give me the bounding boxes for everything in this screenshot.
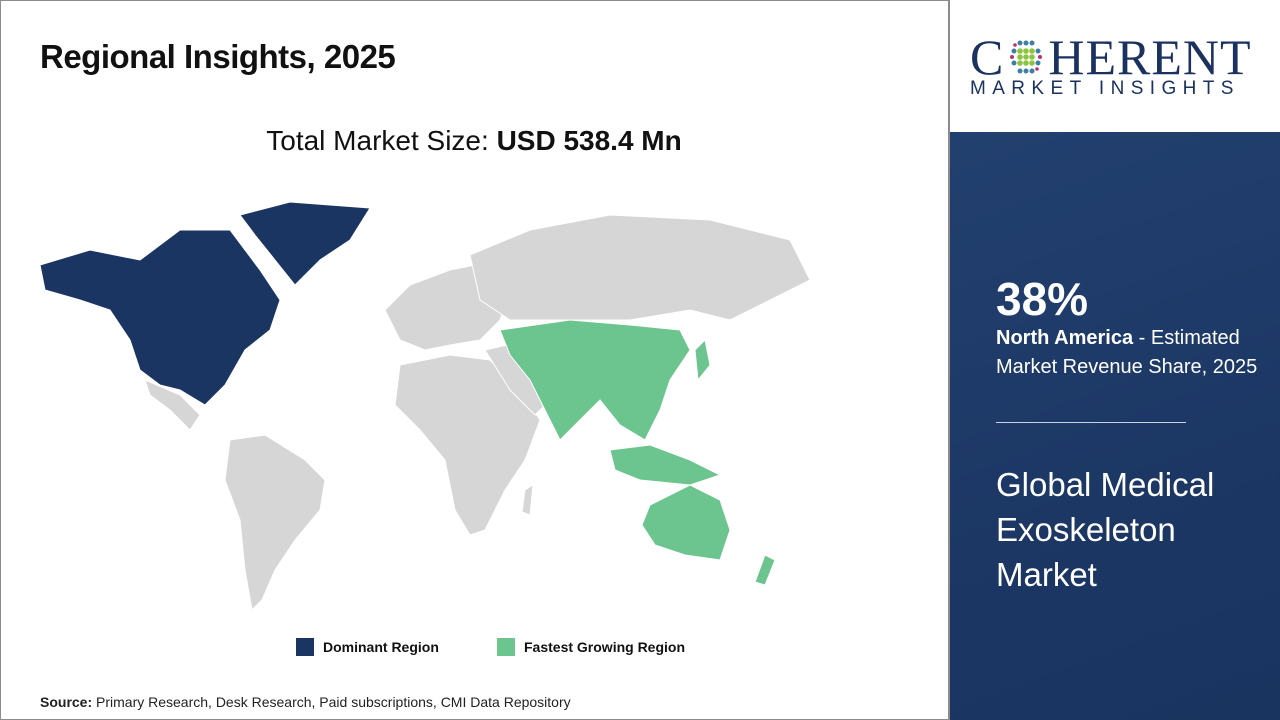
russia: [469, 214, 811, 321]
globe-dots-icon: [1010, 40, 1043, 74]
panel-divider: [996, 422, 1186, 423]
legend-swatch-fastest: [497, 638, 515, 656]
insight-panel: 38% North America - Estimated Market Rev…: [950, 132, 1280, 720]
logo-letters-herent: HERENT: [1048, 29, 1252, 85]
logo-letter-c: C: [970, 29, 1005, 85]
legend-dominant: Dominant Region: [296, 638, 439, 656]
legend-label-fastest: Fastest Growing Region: [524, 639, 686, 655]
source-label: Source:: [40, 694, 93, 710]
market-name: Global Medical Exoskeleton Market: [996, 466, 1215, 593]
source-text: Primary Research, Desk Research, Paid su…: [92, 694, 571, 710]
region-dominant: [39, 201, 371, 431]
source-note: Source: Primary Research, Desk Research,…: [40, 694, 571, 710]
share-percentage: 38%: [996, 273, 1089, 325]
total-market-value: USD 538.4 Mn: [496, 125, 682, 156]
japan: [694, 338, 711, 382]
north-america: [39, 229, 281, 406]
legend-label-dominant: Dominant Region: [323, 639, 439, 655]
legend-swatch-dominant: [296, 638, 314, 656]
mexico: [144, 379, 201, 431]
asia: [499, 319, 691, 441]
logo-tagline: MARKET INSIGHTS: [970, 78, 1240, 99]
region-fastest-growing: [499, 319, 776, 586]
total-market-size: Total Market Size: USD 538.4 Mn: [0, 125, 948, 157]
share-region: North America: [996, 327, 1134, 349]
south-america: [224, 434, 326, 612]
share-description: North America - Estimated Market Revenue…: [996, 324, 1266, 382]
southeast-asia: [609, 444, 722, 486]
divider: [948, 0, 950, 720]
madagascar: [521, 484, 534, 516]
page-title: Regional Insights, 2025: [40, 38, 396, 75]
company-logo: C HERENT MARKET INSIGHTS: [950, 0, 1280, 132]
greenland: [239, 201, 371, 286]
legend-fastest: Fastest Growing Region: [497, 638, 685, 656]
new-zealand: [754, 554, 776, 586]
australia: [641, 484, 731, 561]
logo-wordmark: C HERENT: [970, 28, 1252, 86]
total-market-label: Total Market Size:: [266, 125, 497, 156]
region-other: [224, 214, 811, 612]
world-map: [39, 201, 811, 612]
share-desc-text: - Estimated Market Revenue Share, 2025: [996, 327, 1258, 378]
